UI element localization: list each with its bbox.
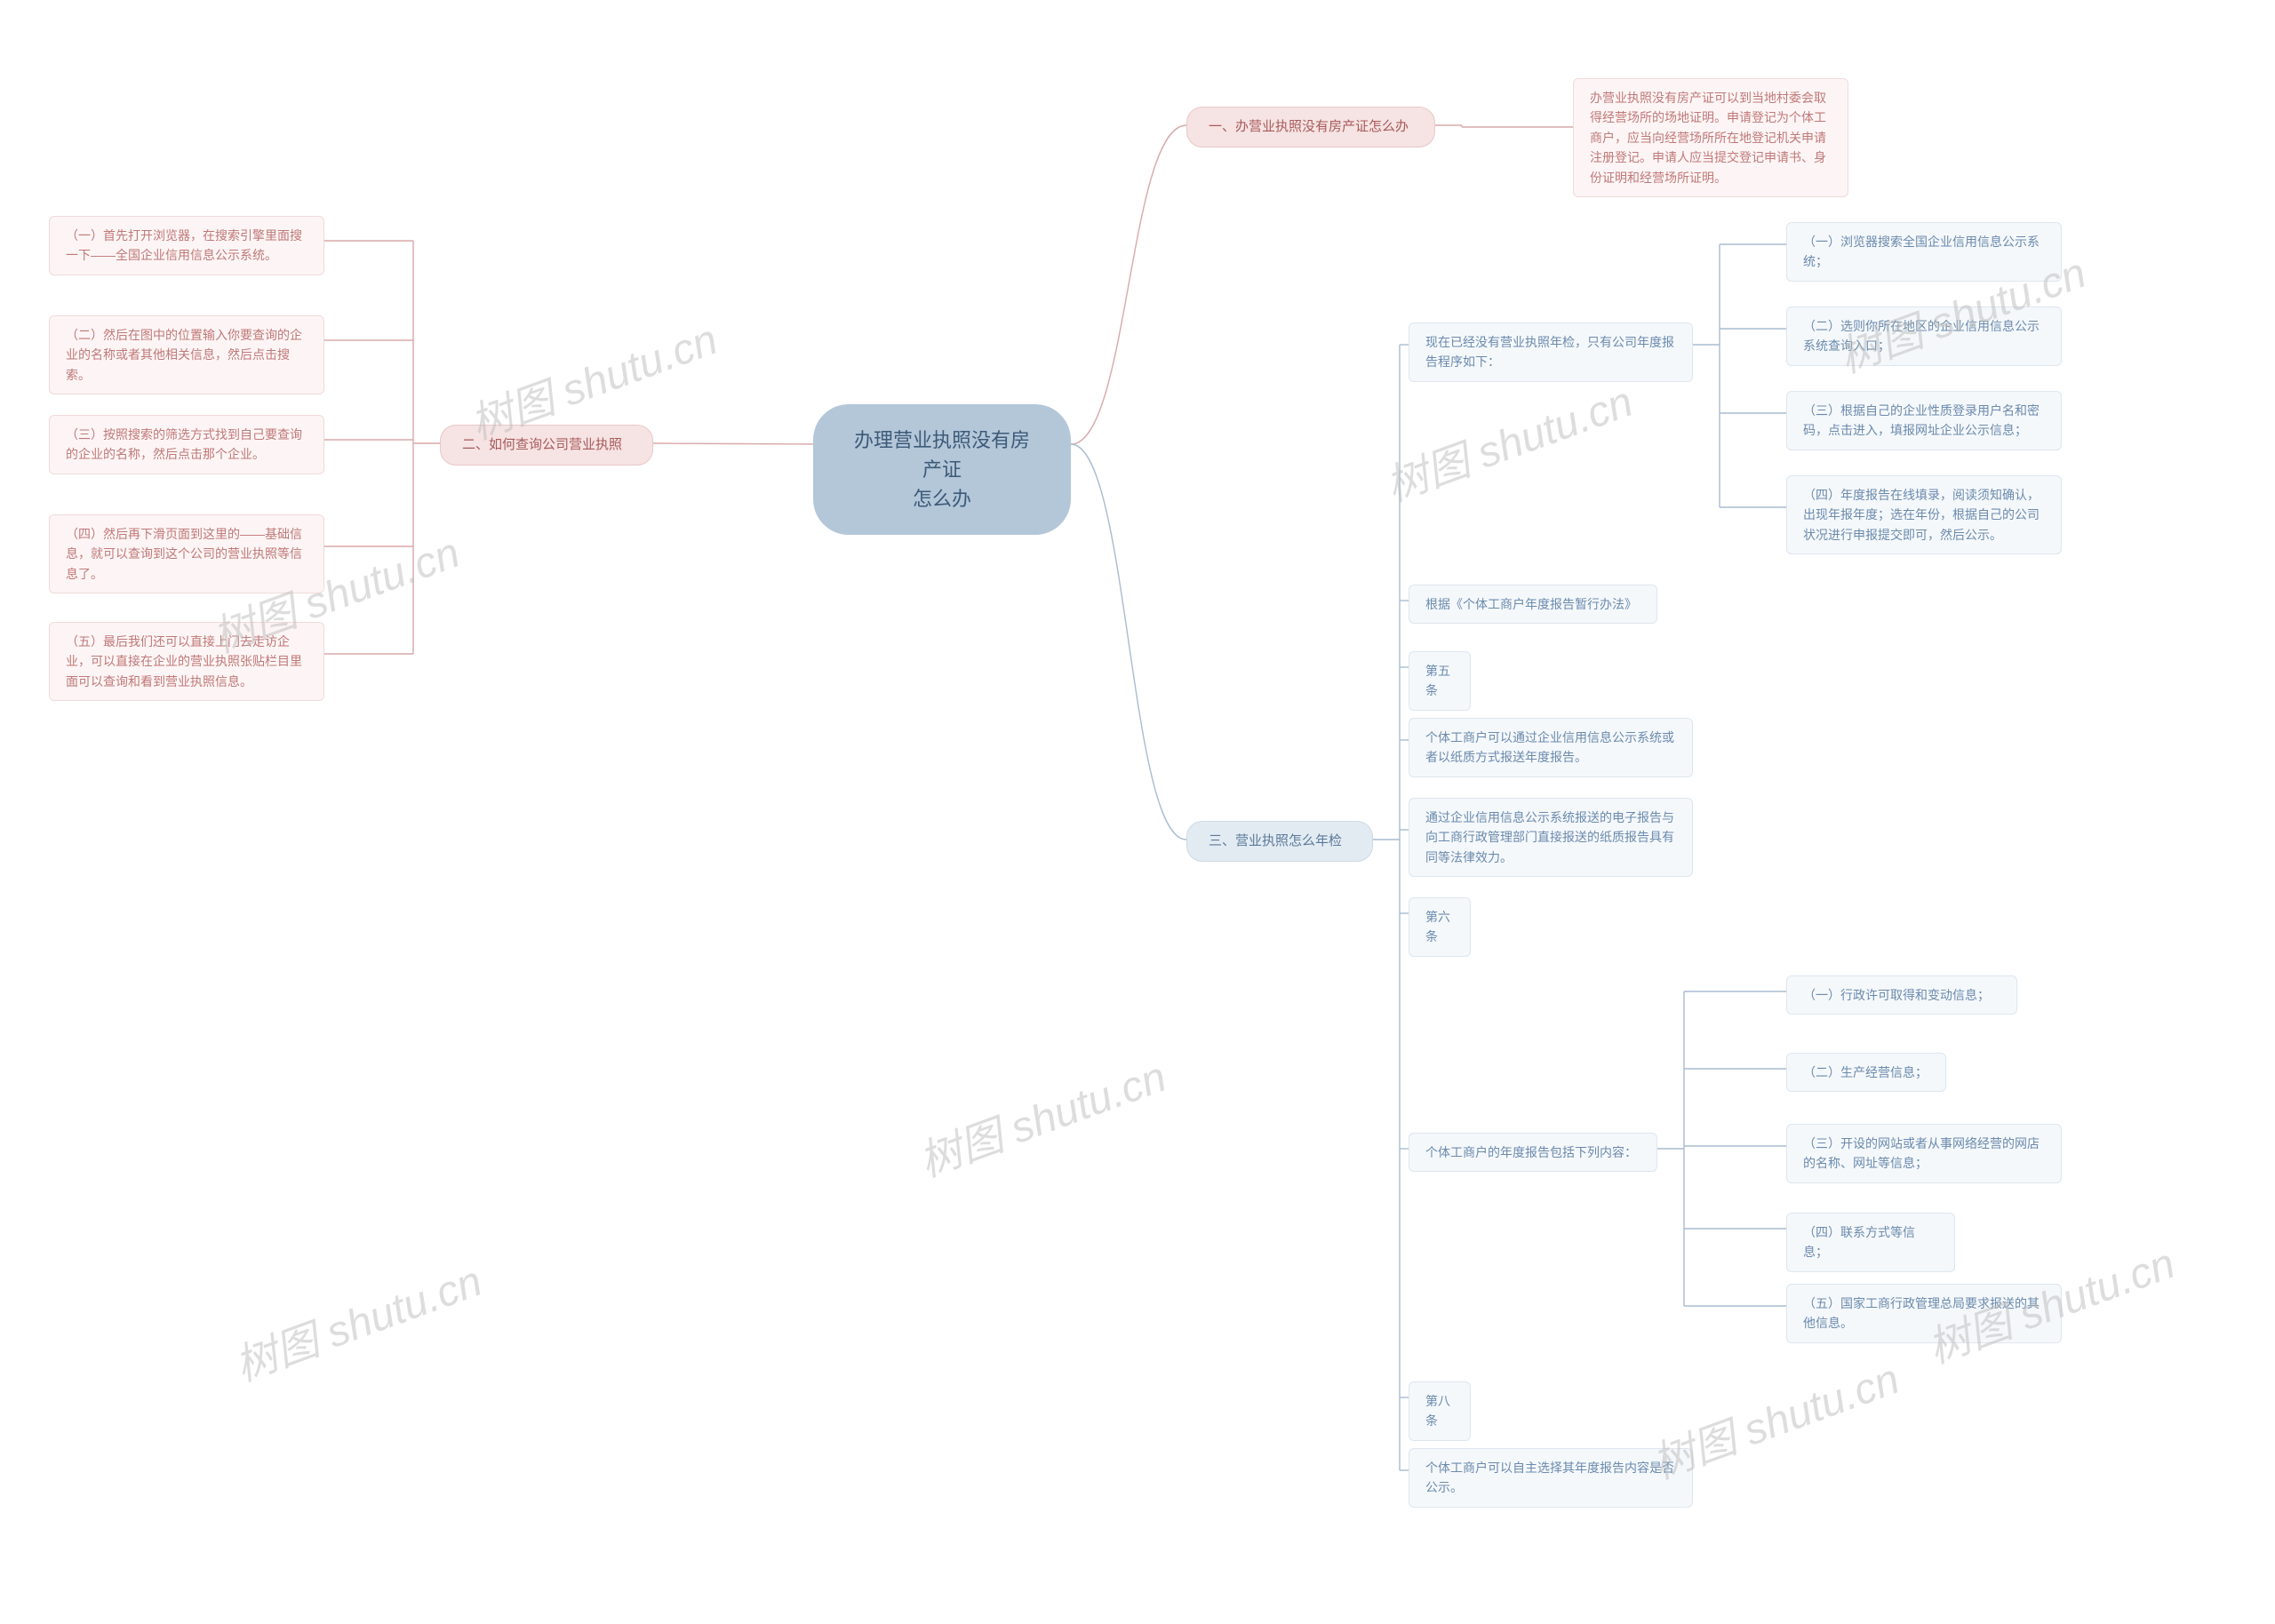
branch-node: 一、办营业执照没有房产证怎么办 <box>1186 107 1435 147</box>
node-label: （二）选则你所在地区的企业信用信息公示系统查询入口； <box>1803 319 2040 353</box>
node-label: 个体工商户的年度报告包括下列内容： <box>1425 1145 1637 1159</box>
watermark: 树图 shutu.cn <box>909 1042 1173 1189</box>
leaf-node: （三）开设的网站或者从事网络经营的网店的名称、网址等信息； <box>1786 1124 2062 1183</box>
leaf-node: 现在已经没有营业执照年检，只有公司年度报告程序如下： <box>1409 322 1693 382</box>
node-label: 办营业执照没有房产证可以到当地村委会取得经营场所的场地证明。申请登记为个体工商户… <box>1590 91 1826 185</box>
node-label: （一）浏览器搜索全国企业信用信息公示系统； <box>1803 235 2040 268</box>
leaf-node: 个体工商户可以通过企业信用信息公示系统或者以纸质方式报送年度报告。 <box>1409 718 1693 777</box>
leaf-node: （二）然后在图中的位置输入你要查询的企业的名称或者其他相关信息，然后点击搜索。 <box>49 315 324 394</box>
node-label: （四）年度报告在线填录，阅读须知确认，出现年报年度；选在年份，根据自己的公司状况… <box>1803 488 2040 542</box>
watermark: 树图 shutu.cn <box>1376 367 1640 513</box>
node-label: 通过企业信用信息公示系统报送的电子报告与向工商行政管理部门直接报送的纸质报告具有… <box>1425 810 1674 864</box>
leaf-node: 第八条 <box>1409 1381 1471 1441</box>
leaf-node: （三）根据自己的企业性质登录用户名和密码，点击进入，填报网址企业公示信息； <box>1786 391 2062 450</box>
node-label: （四）然后再下滑页面到这里的——基础信息，就可以查询到这个公司的营业执照等信息了… <box>66 527 302 581</box>
leaf-node: （一）行政许可取得和变动信息； <box>1786 975 2017 1015</box>
node-label: （三）开设的网站或者从事网络经营的网店的名称、网址等信息； <box>1803 1136 2040 1170</box>
node-label: （五）最后我们还可以直接上门去走访企业，可以直接在企业的营业执照张贴栏目里面可以… <box>66 634 302 689</box>
node-label: （三）按照搜索的筛选方式找到自己要查询的企业的名称，然后点击那个企业。 <box>66 427 302 461</box>
leaf-node: 个体工商户可以自主选择其年度报告内容是否公示。 <box>1409 1448 1693 1508</box>
watermark: 树图 shutu.cn <box>225 1246 489 1393</box>
leaf-node: （五）国家工商行政管理总局要求报送的其他信息。 <box>1786 1284 2062 1343</box>
leaf-node: 根据《个体工商户年度报告暂行办法》 <box>1409 585 1657 624</box>
leaf-node: （二）选则你所在地区的企业信用信息公示系统查询入口； <box>1786 306 2062 366</box>
node-label: 第五条 <box>1425 664 1450 697</box>
leaf-node: 通过企业信用信息公示系统报送的电子报告与向工商行政管理部门直接报送的纸质报告具有… <box>1409 798 1693 877</box>
node-label: （二）然后在图中的位置输入你要查询的企业的名称或者其他相关信息，然后点击搜索。 <box>66 328 302 382</box>
node-label: 二、如何查询公司营业执照 <box>462 437 622 452</box>
leaf-node: 个体工商户的年度报告包括下列内容： <box>1409 1133 1657 1172</box>
leaf-node: （四）联系方式等信息； <box>1786 1213 1955 1272</box>
node-label: （一）行政许可取得和变动信息； <box>1803 988 1990 1002</box>
node-label: 第六条 <box>1425 910 1450 943</box>
leaf-node: （一）首先打开浏览器，在搜索引擎里面搜一下——全国企业信用信息公示系统。 <box>49 216 324 275</box>
leaf-node: （四）然后再下滑页面到这里的——基础信息，就可以查询到这个公司的营业执照等信息了… <box>49 514 324 593</box>
node-label: （四）联系方式等信息； <box>1803 1225 1915 1259</box>
leaf-node: （三）按照搜索的筛选方式找到自己要查询的企业的名称，然后点击那个企业。 <box>49 415 324 474</box>
node-label: 根据《个体工商户年度报告暂行办法》 <box>1425 597 1637 611</box>
leaf-node: （二）生产经营信息； <box>1786 1053 1946 1092</box>
leaf-node: 第五条 <box>1409 651 1471 711</box>
node-label: 一、办营业执照没有房产证怎么办 <box>1209 119 1409 134</box>
node-label: （二）生产经营信息； <box>1803 1065 1928 1079</box>
node-label: 三、营业执照怎么年检 <box>1209 833 1342 848</box>
node-label: 个体工商户可以自主选择其年度报告内容是否公示。 <box>1425 1461 1674 1494</box>
leaf-node: （四）年度报告在线填录，阅读须知确认，出现年报年度；选在年份，根据自己的公司状况… <box>1786 475 2062 554</box>
node-label: 第八条 <box>1425 1394 1450 1428</box>
leaf-node: 办营业执照没有房产证可以到当地村委会取得经营场所的场地证明。申请登记为个体工商户… <box>1573 78 1848 197</box>
center-label: 办理营业执照没有房产证怎么办 <box>854 429 1030 510</box>
branch-node: 二、如何查询公司营业执照 <box>440 425 653 466</box>
leaf-node: 第六条 <box>1409 897 1471 957</box>
node-label: 个体工商户可以通过企业信用信息公示系统或者以纸质方式报送年度报告。 <box>1425 730 1674 764</box>
leaf-node: （一）浏览器搜索全国企业信用信息公示系统； <box>1786 222 2062 282</box>
node-label: （三）根据自己的企业性质登录用户名和密码，点击进入，填报网址企业公示信息； <box>1803 403 2040 437</box>
node-label: 现在已经没有营业执照年检，只有公司年度报告程序如下： <box>1425 335 1674 369</box>
branch-node: 三、营业执照怎么年检 <box>1186 821 1373 862</box>
node-label: （五）国家工商行政管理总局要求报送的其他信息。 <box>1803 1296 2040 1330</box>
center-node: 办理营业执照没有房产证怎么办 <box>813 404 1071 535</box>
node-label: （一）首先打开浏览器，在搜索引擎里面搜一下——全国企业信用信息公示系统。 <box>66 228 302 262</box>
leaf-node: （五）最后我们还可以直接上门去走访企业，可以直接在企业的营业执照张贴栏目里面可以… <box>49 622 324 701</box>
